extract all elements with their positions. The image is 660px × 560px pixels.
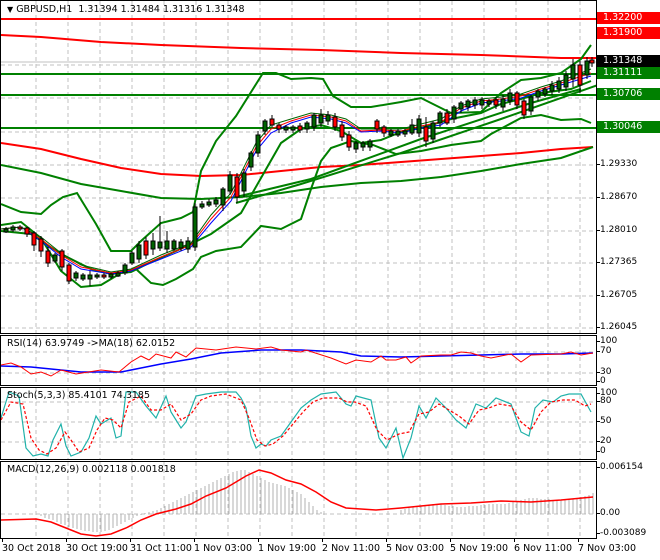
- time-label: 31 Oct 11:00: [130, 538, 192, 554]
- chart-header: ▼ GBPUSD,H1 1.31394 1.31484 1.31316 1.31…: [7, 4, 245, 15]
- triangle-down-icon[interactable]: ▼: [7, 5, 14, 14]
- support-label: 1.31111: [597, 67, 660, 79]
- rsi-canvas: [1, 336, 596, 385]
- stochastic-axis: 100 80 50 20 0: [596, 387, 660, 460]
- time-label: 6 Nov 11:00: [514, 538, 573, 554]
- time-label: 1 Nov 03:00: [194, 538, 253, 554]
- time-label: 5 Nov 19:00: [450, 538, 509, 554]
- current-price-label: 1.31348: [597, 55, 660, 67]
- price-tick: 1.26045: [596, 322, 638, 332]
- resistance-label: 1.32200: [597, 12, 660, 24]
- macd-tick: 0.00: [596, 508, 621, 518]
- stochastic-title: Stoch(5,3,3) 85.4101 74.3185: [7, 390, 151, 401]
- macd-tick: 0.006154: [597, 462, 643, 472]
- support-label: 1.30706: [597, 88, 660, 100]
- main-chart-pane[interactable]: ▼ GBPUSD,H1 1.31394 1.31484 1.31316 1.31…: [0, 0, 597, 334]
- stoch-tick: 50: [596, 416, 612, 426]
- stoch-tick: 20: [596, 436, 612, 446]
- rsi-tick: 0: [597, 376, 606, 386]
- rsi-title: RSI(14) 63.9749 ->MA(18) 62.0152: [7, 338, 176, 349]
- macd-tick: -0.003089: [596, 528, 647, 538]
- time-label: 1 Nov 19:00: [258, 538, 317, 554]
- stoch-tick: 80: [596, 396, 612, 406]
- rsi-pane[interactable]: RSI(14) 63.9749 ->MA(18) 62.0152: [0, 335, 597, 386]
- ohlc-values: 1.31394 1.31484 1.31316 1.31348: [78, 4, 245, 15]
- price-tick: 1.28670: [596, 192, 638, 202]
- time-label: 2 Nov 11:00: [322, 538, 381, 554]
- time-label: 5 Nov 03:00: [386, 538, 445, 554]
- price-tick: 1.28010: [596, 225, 638, 235]
- rsi-axis: 100 70 30 0: [596, 335, 660, 386]
- rsi-tick: 100: [596, 336, 618, 346]
- time-label: 30 Oct 19:00: [66, 538, 128, 554]
- macd-canvas: [1, 462, 596, 538]
- macd-pane[interactable]: MACD(12,26,9) 0.002118 0.001818: [0, 461, 597, 539]
- price-tick: 1.27365: [596, 257, 638, 267]
- macd-axis: 0.006154 0.00 -0.003089: [596, 461, 660, 539]
- support-label: 1.30046: [597, 121, 660, 133]
- price-axis[interactable]: 1.29330 1.28670 1.28010 1.27365 1.26705 …: [596, 0, 660, 334]
- price-tick: 1.26705: [596, 290, 638, 300]
- time-label: 30 Oct 2018: [2, 538, 61, 554]
- rsi-tick: 30: [596, 367, 612, 377]
- price-tick: 1.29330: [596, 159, 638, 169]
- resistance-label: 1.31900: [597, 27, 660, 39]
- stochastic-canvas: [1, 388, 596, 459]
- stoch-tick: 100: [596, 388, 618, 398]
- time-label: 7 Nov 03:00: [578, 538, 637, 554]
- symbol-label: GBPUSD,H1: [16, 4, 73, 15]
- time-axis[interactable]: 30 Oct 2018 30 Oct 19:00 31 Oct 11:00 1 …: [0, 538, 660, 560]
- stochastic-pane[interactable]: Stoch(5,3,3) 85.4101 74.3185: [0, 387, 597, 460]
- macd-title: MACD(12,26,9) 0.002118 0.001818: [7, 464, 176, 475]
- rsi-tick: 70: [596, 346, 612, 356]
- main-chart-canvas: [1, 1, 596, 333]
- stoch-tick: 0: [597, 446, 606, 456]
